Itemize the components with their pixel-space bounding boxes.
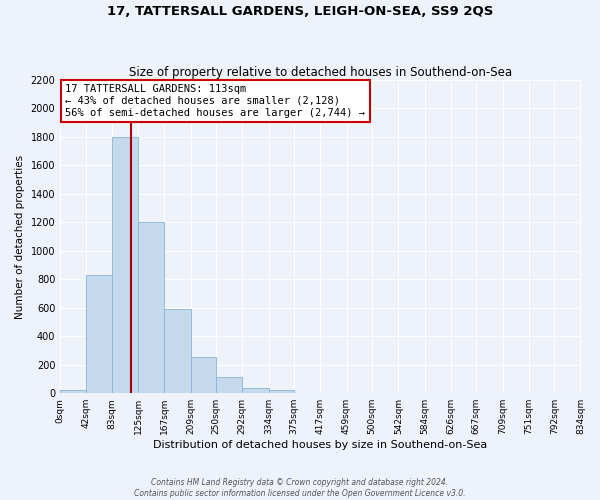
Bar bbox=[112, 136, 138, 393]
Bar bbox=[138, 222, 164, 393]
Text: 17, TATTERSALL GARDENS, LEIGH-ON-SEA, SS9 2QS: 17, TATTERSALL GARDENS, LEIGH-ON-SEA, SS… bbox=[107, 5, 493, 18]
Y-axis label: Number of detached properties: Number of detached properties bbox=[15, 154, 25, 318]
X-axis label: Distribution of detached houses by size in Southend-on-Sea: Distribution of detached houses by size … bbox=[153, 440, 487, 450]
Title: Size of property relative to detached houses in Southend-on-Sea: Size of property relative to detached ho… bbox=[129, 66, 512, 78]
Text: Contains HM Land Registry data © Crown copyright and database right 2024.
Contai: Contains HM Land Registry data © Crown c… bbox=[134, 478, 466, 498]
Bar bbox=[191, 357, 216, 393]
Bar bbox=[60, 390, 86, 393]
Bar bbox=[86, 275, 112, 393]
Bar bbox=[242, 388, 269, 393]
Text: 17 TATTERSALL GARDENS: 113sqm
← 43% of detached houses are smaller (2,128)
56% o: 17 TATTERSALL GARDENS: 113sqm ← 43% of d… bbox=[65, 84, 365, 117]
Bar bbox=[216, 377, 242, 393]
Bar bbox=[269, 390, 294, 393]
Bar bbox=[164, 309, 191, 393]
